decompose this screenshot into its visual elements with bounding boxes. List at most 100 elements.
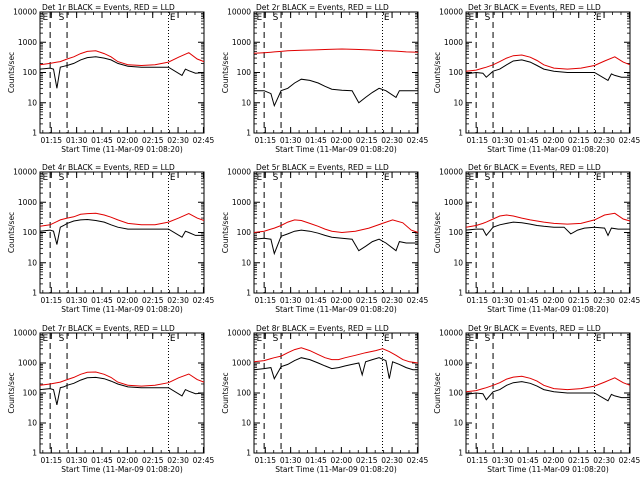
- y-axis-label: Counts/sec: [221, 212, 230, 253]
- y-tick-label: 10000: [13, 168, 37, 177]
- panel-title: Det 7r BLACK = Events, RED = LLD: [42, 324, 175, 333]
- x-tick-label: 01:45: [517, 296, 539, 305]
- marker-label: E: [257, 13, 263, 23]
- chart-panel-3: Det 3r BLACK = Events, RED = LLD 1 10 100 10…: [433, 3, 640, 154]
- series-line-lld: [39, 371, 205, 387]
- y-tick-label: 1: [458, 449, 463, 458]
- chart-panel-4: Det 4r BLACK = Events, RED = LLD 1 10 100 10…: [7, 163, 214, 314]
- x-tick-label: 02:45: [193, 296, 215, 305]
- x-tick-label: 01:15: [466, 296, 488, 305]
- y-tick-label: 1000: [18, 198, 37, 207]
- y-tick-label: 10: [241, 98, 251, 107]
- series-line-lld: [465, 375, 631, 393]
- x-tick-label: 02:30: [167, 456, 189, 465]
- x-tick-label: 02:45: [619, 456, 640, 465]
- series-line-events: [254, 78, 418, 108]
- series-line-lld: [465, 54, 631, 72]
- x-tick-label: 01:15: [40, 296, 62, 305]
- x-tick-label: 02:15: [356, 296, 378, 305]
- y-tick-label: 1: [246, 289, 251, 298]
- series-line-lld: [253, 48, 419, 54]
- panel-title: Det 9r BLACK = Events, RED = LLD: [468, 324, 601, 333]
- x-tick-label: 02:45: [407, 296, 429, 305]
- y-tick-label: 100: [449, 389, 464, 398]
- y-axis-label: Counts/sec: [433, 372, 442, 413]
- x-axis-label: Start Time (11-Mar-09 01:08:20): [487, 145, 609, 154]
- x-tick-label: 01:30: [66, 456, 88, 465]
- marker-label: E: [384, 13, 390, 23]
- series-line-events: [253, 229, 418, 256]
- chart-panel-6: Det 6r BLACK = Events, RED = LLD 1 10 100 10…: [433, 163, 640, 314]
- y-tick-label: 1: [458, 289, 463, 298]
- marker-label: E: [257, 334, 263, 344]
- x-axis-label: Start Time (11-Mar-09 01:08:20): [487, 305, 609, 314]
- x-tick-label: 02:30: [593, 296, 615, 305]
- panel-title: Det 3r BLACK = Events, RED = LLD: [468, 3, 601, 12]
- x-tick-label: 02:00: [543, 456, 565, 465]
- marker-label: S: [485, 173, 491, 183]
- y-tick-label: 100: [449, 68, 464, 77]
- marker-label: E: [596, 173, 602, 183]
- series-line-lld: [39, 212, 205, 227]
- x-tick-label: 01:30: [492, 296, 514, 305]
- marker-label: E: [170, 13, 176, 23]
- series-line-lld: [253, 219, 419, 234]
- y-tick-label: 100: [449, 228, 464, 237]
- plot-frame: [253, 171, 419, 294]
- panel-title: Det 4r BLACK = Events, RED = LLD: [42, 163, 175, 172]
- y-tick-label: 10000: [227, 329, 251, 338]
- x-tick-label: 02:45: [407, 136, 429, 145]
- x-tick-label: 01:30: [280, 136, 302, 145]
- x-axis-label: Start Time (11-Mar-09 01:08:20): [61, 145, 183, 154]
- plot-frame: [253, 11, 419, 134]
- chart-panel-1: Det 1r BLACK = Events, RED = LLD 1 10 100 10…: [7, 3, 214, 154]
- plot-frame: [253, 332, 419, 454]
- y-tick-label: 10: [453, 98, 463, 107]
- x-tick-label: 01:45: [305, 136, 327, 145]
- y-tick-label: 10: [27, 98, 37, 107]
- y-tick-label: 100: [237, 228, 252, 237]
- x-tick-label: 01:15: [40, 456, 62, 465]
- x-axis-label: Start Time (11-Mar-09 01:08:20): [61, 465, 183, 474]
- x-tick-label: 01:30: [280, 296, 302, 305]
- x-tick-label: 02:45: [619, 296, 640, 305]
- x-tick-label: 01:15: [254, 456, 276, 465]
- y-tick-label: 10: [241, 258, 251, 267]
- marker-label: E: [469, 334, 475, 344]
- x-tick-label: 02:30: [167, 296, 189, 305]
- x-tick-label: 02:00: [543, 136, 565, 145]
- chart-panel-9: Det 9r BLACK = Events, RED = LLD 1 10 100 10…: [433, 324, 640, 474]
- chart-panel-2: Det 2r BLACK = Events, RED = LLD 1 10 100 10…: [221, 3, 428, 154]
- y-tick-label: 10000: [227, 8, 251, 17]
- chart-panel-7: Det 7r BLACK = Events, RED = LLD 1 10 100 10…: [7, 324, 214, 474]
- y-tick-label: 10000: [439, 168, 463, 177]
- y-tick-label: 10000: [13, 329, 37, 338]
- y-tick-label: 1: [458, 129, 463, 138]
- marker-label: E: [596, 334, 602, 344]
- panel-title: Det 1r BLACK = Events, RED = LLD: [42, 3, 175, 12]
- series-line-events: [465, 381, 630, 402]
- y-tick-label: 100: [23, 228, 38, 237]
- marker-label: S: [59, 13, 65, 23]
- y-tick-label: 1000: [444, 359, 463, 368]
- plot-frame: [39, 11, 205, 134]
- panel-title: Det 8r BLACK = Events, RED = LLD: [256, 324, 389, 333]
- y-tick-label: 100: [237, 68, 252, 77]
- y-tick-label: 100: [237, 389, 252, 398]
- plot-frame: [39, 171, 205, 294]
- series-line-events: [39, 56, 205, 89]
- x-tick-label: 02:00: [331, 296, 353, 305]
- x-tick-label: 01:15: [466, 456, 488, 465]
- x-tick-label: 02:00: [117, 296, 139, 305]
- x-tick-label: 02:15: [568, 136, 590, 145]
- x-tick-label: 02:15: [142, 456, 164, 465]
- x-tick-label: 01:45: [91, 456, 113, 465]
- x-tick-label: 01:45: [91, 296, 113, 305]
- marker-label: E: [469, 173, 475, 183]
- y-axis-label: Counts/sec: [221, 52, 230, 93]
- y-tick-label: 10: [453, 258, 463, 267]
- x-tick-label: 02:15: [356, 136, 378, 145]
- marker-label: E: [384, 334, 390, 344]
- marker-label: E: [596, 13, 602, 23]
